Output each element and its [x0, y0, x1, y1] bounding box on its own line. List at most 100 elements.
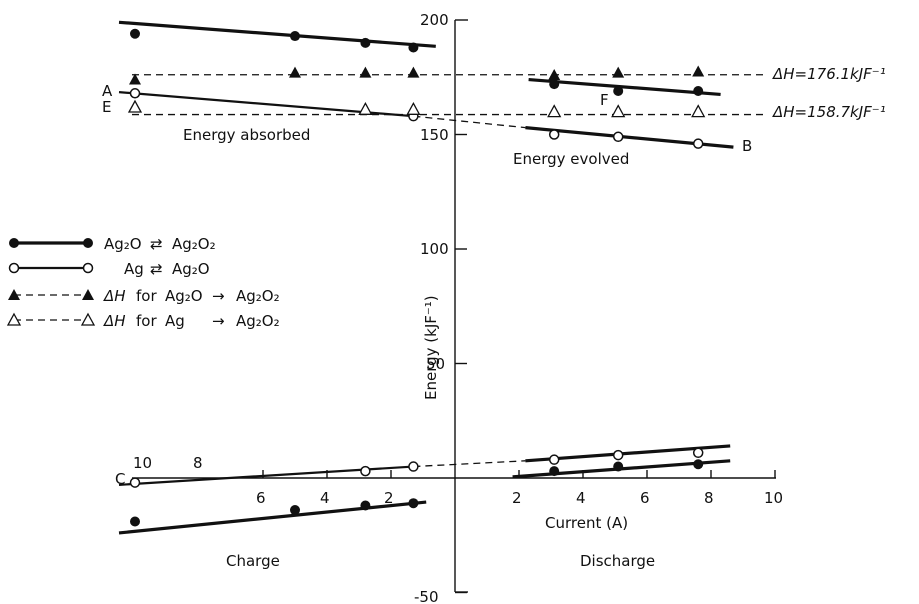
legend-3-left: Ag₂O [165, 287, 203, 305]
legend-entry-ag-ag2o: Ag ⇄ Ag₂O [8, 260, 210, 278]
fit-ag2o-ag2o2-discharge [528, 77, 721, 97]
point-open-circle [408, 461, 419, 472]
point-filled-circle [360, 500, 371, 511]
line-letter-a: A [102, 82, 113, 100]
point-filled-circle [613, 461, 624, 472]
legend-marker-4b [80, 312, 96, 326]
point-filled-circle [360, 37, 371, 48]
point-open-triangle [358, 101, 373, 115]
legend-4-mid: for [136, 312, 157, 330]
fit-ag2o-ag2o2-charge [118, 20, 436, 48]
point-filled-circle [613, 85, 624, 96]
legend-4-right: Ag₂O₂ [236, 312, 280, 330]
legend: Ag₂O ⇄ Ag₂O₂ Ag ⇄ Ag₂O ΔH for Ag₂O → Ag₂… [6, 235, 280, 330]
x-tick-label-charge-10: 10 [133, 454, 152, 472]
x-tick-label-10: 10 [764, 489, 783, 507]
legend-entry-dh-ag-ag2o2: ΔH for Ag → Ag₂O₂ [6, 312, 280, 330]
point-filled-circle [290, 505, 300, 516]
point-open-triangle [547, 104, 562, 118]
y-tick-label-150: 150 [420, 126, 449, 144]
point-open-circle [692, 138, 704, 149]
legend-2-right: Ag₂O [172, 260, 210, 278]
x-tick-label-4: 4 [576, 489, 586, 507]
legend-marker-1b [83, 238, 93, 248]
discharge-label: Discharge [580, 552, 655, 570]
legend-entry-ag2o-ag2o2: Ag₂O ⇄ Ag₂O₂ [9, 235, 216, 253]
x-tick-label-6: 6 [640, 489, 650, 507]
charge-label: Charge [226, 552, 280, 570]
legend-marker-4a [6, 312, 22, 326]
line-letter-f: F [600, 91, 609, 109]
point-open-circle [129, 88, 141, 99]
point-filled-circle [549, 466, 560, 477]
point-open-triangle [611, 104, 626, 118]
x-tick-label-charge-8: 8 [193, 454, 203, 472]
legend-4-arrow: → [212, 312, 225, 330]
legend-marker-2b [82, 262, 94, 274]
fit-ag2o-ag2o2-charge-lower [118, 500, 427, 535]
plot-area [118, 20, 768, 535]
x-tick-label-charge-6: 6 [256, 489, 266, 507]
energy-evolved-label: Energy evolved [513, 150, 629, 168]
axes [132, 19, 776, 593]
point-filled-triangle [359, 66, 372, 78]
legend-4-prefix: ΔH [103, 312, 126, 330]
legend-marker-2a [8, 262, 20, 274]
point-open-circle [548, 129, 560, 140]
point-open-circle [548, 454, 560, 465]
legend-marker-1a [9, 238, 19, 248]
point-filled-circle [693, 459, 704, 470]
point-filled-triangle [129, 73, 141, 85]
point-filled-triangle [289, 66, 301, 78]
legend-marker-3a [8, 289, 20, 300]
point-filled-triangle [548, 68, 561, 80]
point-open-triangle [406, 101, 421, 115]
line-letter-c: C [115, 470, 125, 488]
point-open-circle [129, 477, 141, 488]
point-filled-triangle [407, 66, 420, 78]
point-open-circle [360, 465, 371, 477]
point-filled-circle [130, 516, 140, 527]
point-filled-circle [549, 79, 560, 90]
delta-h-158-label: ΔH=158.7kJF⁻¹ [772, 103, 886, 121]
y-tick-label-100: 100 [420, 240, 449, 258]
legend-1-left: Ag₂O [104, 235, 142, 253]
point-open-triangle [127, 99, 143, 113]
point-open-triangle [691, 104, 706, 118]
point-open-circle [692, 447, 704, 459]
x-tick-label-8: 8 [704, 489, 714, 507]
x-tick-label-2: 2 [512, 489, 522, 507]
y-tick-label-50: 50 [426, 355, 445, 373]
legend-3-prefix: ΔH [103, 287, 126, 305]
legend-2-arrow: ⇄ [150, 260, 163, 278]
delta-h-176-label: ΔH=176.1kJF⁻¹ [772, 65, 886, 83]
legend-3-mid: for [136, 287, 157, 305]
fit-ag-ag2o-bridge-lower [413, 460, 526, 468]
y-axis-label: Energy (kJF⁻¹) [422, 295, 440, 400]
line-letter-e: E [102, 98, 111, 116]
point-filled-triangle [692, 65, 705, 77]
energy-absorbed-label: Energy absorbed [183, 126, 310, 144]
point-filled-circle [408, 42, 419, 53]
point-open-circle [612, 449, 624, 461]
legend-1-arrow: ⇄ [150, 235, 163, 253]
point-filled-circle [290, 31, 300, 42]
x-axis-label: Current (A) [545, 514, 628, 532]
x-tick-label-charge-4: 4 [320, 489, 330, 507]
legend-3-arrow: → [212, 287, 225, 305]
line-letter-b: B [742, 137, 752, 155]
point-filled-triangle [612, 66, 625, 78]
point-filled-circle [408, 498, 419, 509]
point-open-circle [612, 131, 624, 143]
y-tick-label-200: 200 [420, 11, 449, 29]
y-tick-label-minus50: -50 [414, 588, 439, 604]
point-filled-circle [693, 85, 704, 96]
axis-ticks [262, 133, 776, 594]
legend-2-left: Ag [124, 260, 144, 278]
point-filled-circle [130, 28, 140, 39]
legend-entry-dh-ag2o-ag2o2: ΔH for Ag₂O → Ag₂O₂ [8, 287, 280, 305]
legend-4-left: Ag [165, 312, 185, 330]
legend-1-right: Ag₂O₂ [172, 235, 216, 253]
legend-3-right: Ag₂O₂ [236, 287, 280, 305]
